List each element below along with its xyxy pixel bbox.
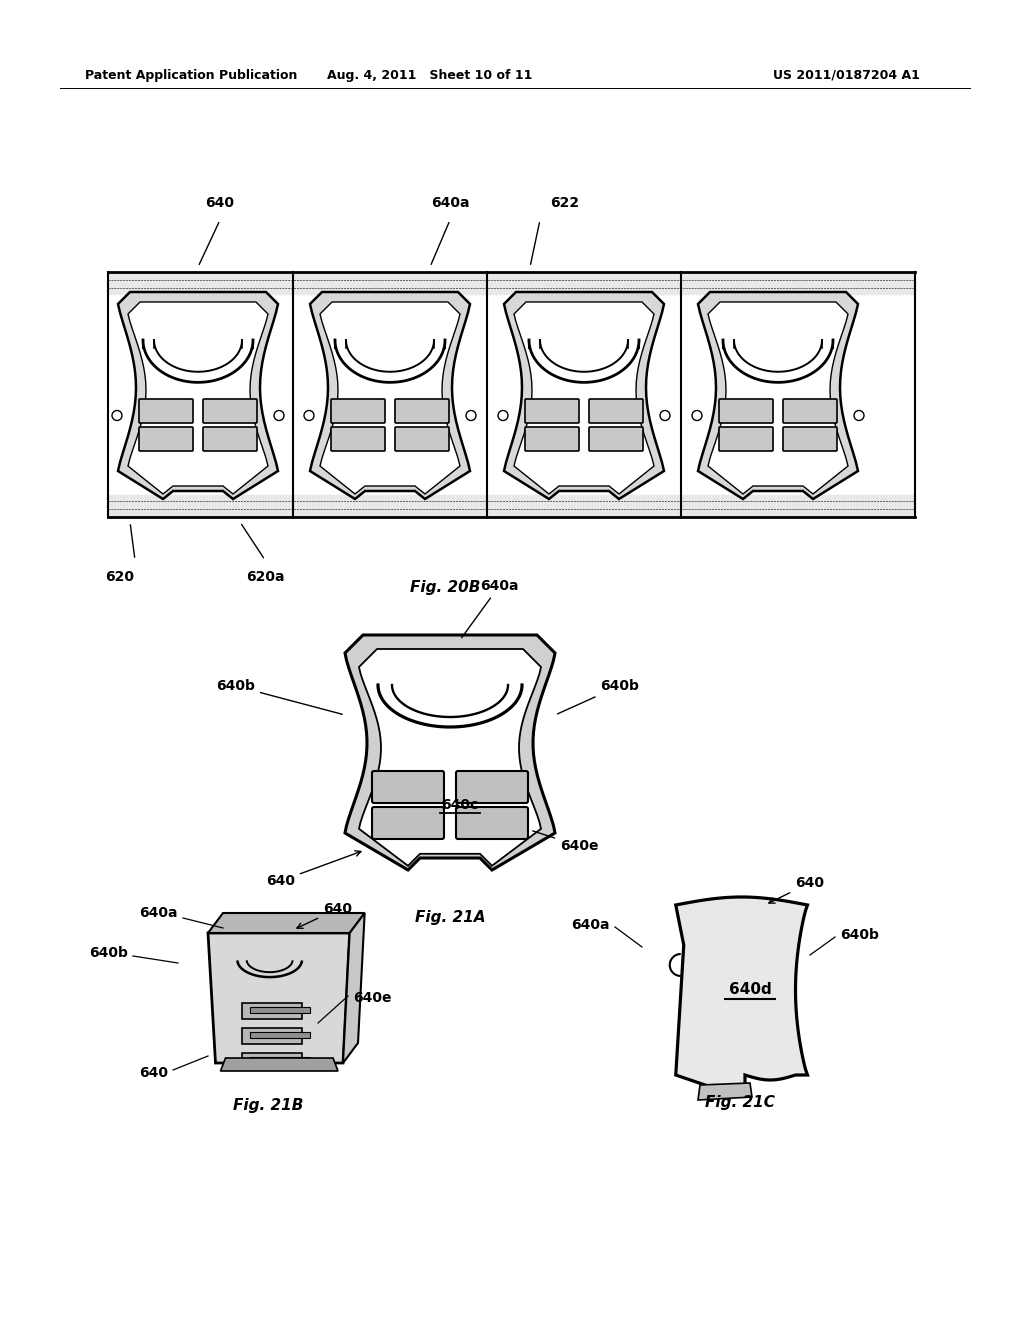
Polygon shape (319, 302, 460, 494)
Polygon shape (310, 292, 470, 499)
Text: 640e: 640e (532, 830, 598, 853)
Text: Fig. 21A: Fig. 21A (415, 909, 485, 925)
Polygon shape (708, 302, 848, 494)
Polygon shape (343, 913, 365, 1063)
Polygon shape (676, 898, 808, 1093)
Text: Aug. 4, 2011   Sheet 10 of 11: Aug. 4, 2011 Sheet 10 of 11 (328, 69, 532, 82)
FancyBboxPatch shape (525, 399, 579, 422)
Text: 640b: 640b (89, 946, 128, 960)
Circle shape (466, 411, 476, 421)
Bar (242, 1053, 302, 1069)
Text: 640: 640 (769, 876, 824, 903)
FancyBboxPatch shape (331, 426, 385, 451)
FancyBboxPatch shape (372, 771, 444, 803)
Text: 640: 640 (297, 902, 352, 928)
Text: 640: 640 (206, 195, 234, 210)
Text: 640b: 640b (840, 928, 879, 942)
Polygon shape (698, 1082, 752, 1100)
FancyBboxPatch shape (395, 399, 449, 422)
Bar (242, 1003, 302, 1019)
Text: 640b: 640b (216, 678, 342, 714)
Circle shape (692, 411, 702, 421)
Bar (250, 1007, 310, 1012)
FancyBboxPatch shape (395, 426, 449, 451)
Circle shape (304, 411, 314, 421)
Text: 640: 640 (266, 851, 360, 888)
Text: Fig. 20B: Fig. 20B (410, 579, 480, 595)
Text: Fig. 21B: Fig. 21B (232, 1098, 303, 1113)
Text: 640c: 640c (441, 799, 478, 812)
Bar (250, 1057, 310, 1063)
Bar (250, 1032, 310, 1038)
Circle shape (660, 411, 670, 421)
Text: Patent Application Publication: Patent Application Publication (85, 69, 297, 82)
Circle shape (498, 411, 508, 421)
Polygon shape (504, 292, 664, 499)
Text: 640a: 640a (571, 917, 610, 932)
FancyBboxPatch shape (139, 399, 193, 422)
FancyBboxPatch shape (719, 399, 773, 422)
Text: 640a: 640a (139, 906, 178, 920)
Text: 640e: 640e (353, 991, 391, 1005)
Text: 620a: 620a (246, 570, 285, 583)
FancyBboxPatch shape (331, 399, 385, 422)
FancyBboxPatch shape (589, 426, 643, 451)
Text: Fig. 21C: Fig. 21C (705, 1096, 775, 1110)
FancyBboxPatch shape (456, 771, 528, 803)
Text: US 2011/0187204 A1: US 2011/0187204 A1 (773, 69, 920, 82)
Circle shape (274, 411, 284, 421)
FancyBboxPatch shape (589, 399, 643, 422)
FancyBboxPatch shape (139, 426, 193, 451)
FancyBboxPatch shape (783, 399, 837, 422)
Text: 640a: 640a (462, 579, 518, 638)
FancyBboxPatch shape (525, 426, 579, 451)
FancyBboxPatch shape (456, 807, 528, 840)
Polygon shape (128, 302, 268, 494)
Text: 622: 622 (550, 195, 580, 210)
FancyBboxPatch shape (783, 426, 837, 451)
Polygon shape (345, 635, 555, 870)
Polygon shape (118, 292, 278, 499)
Polygon shape (208, 913, 365, 933)
Text: 640b: 640b (557, 678, 639, 714)
FancyBboxPatch shape (719, 426, 773, 451)
FancyBboxPatch shape (372, 807, 444, 840)
FancyBboxPatch shape (203, 399, 257, 422)
Polygon shape (208, 933, 349, 1063)
Text: 620: 620 (105, 570, 134, 583)
Polygon shape (220, 1059, 338, 1071)
Circle shape (112, 411, 122, 421)
Text: 640d: 640d (729, 982, 771, 998)
Text: 640: 640 (139, 1067, 168, 1080)
FancyBboxPatch shape (203, 426, 257, 451)
Polygon shape (514, 302, 654, 494)
Circle shape (854, 411, 864, 421)
Bar (242, 1028, 302, 1044)
Text: 640a: 640a (431, 195, 469, 210)
Polygon shape (698, 292, 858, 499)
Polygon shape (359, 649, 541, 866)
